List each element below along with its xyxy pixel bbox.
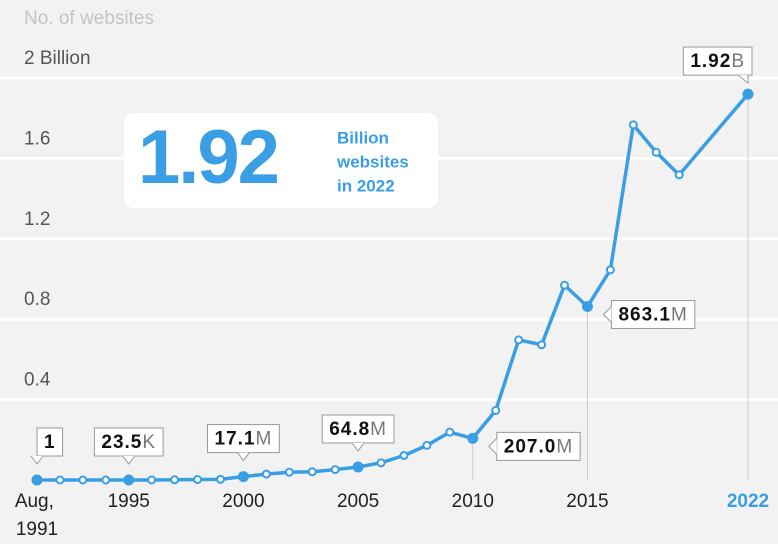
value-label: 17.1M	[207, 424, 280, 462]
point	[330, 465, 340, 475]
point	[537, 340, 547, 350]
point	[193, 475, 203, 485]
point	[215, 474, 225, 484]
x-tick-label: 2000	[222, 491, 264, 512]
value-label: 23.5K	[93, 427, 164, 465]
value-label: 1	[30, 427, 64, 465]
y-tick-label: 1.6	[24, 128, 50, 149]
y-tick-label: 2 Billion	[24, 48, 91, 69]
y-tick-label: 0.4	[24, 370, 51, 391]
callout-text: websites	[336, 152, 409, 171]
callout-value: 1.92	[138, 115, 278, 200]
callout-box	[124, 113, 438, 208]
value-label-text: 64.8M	[329, 419, 387, 440]
point	[352, 461, 364, 473]
point	[445, 427, 455, 437]
x-tick-label: 2010	[452, 491, 494, 512]
point	[123, 474, 135, 486]
value-label-pointer	[237, 452, 250, 462]
value-label-text: 863.1M	[618, 305, 687, 326]
point	[147, 475, 157, 485]
value-label: 207.0M	[488, 431, 581, 461]
pointer-cover	[95, 428, 163, 455]
point	[307, 467, 317, 477]
value-label-pointer	[30, 455, 44, 465]
point	[581, 301, 593, 313]
y-tick-label: 0.8	[24, 289, 50, 310]
value-label-text: 17.1M	[215, 429, 273, 450]
value-label-pointer	[122, 455, 136, 465]
point	[491, 405, 501, 415]
point	[560, 280, 570, 290]
value-label: 64.8M	[321, 414, 395, 452]
callout-text: Billion	[337, 128, 389, 147]
value-label-pointer	[737, 74, 749, 85]
value-label-pointer	[488, 438, 498, 455]
value-label-text: 23.5K	[101, 432, 156, 453]
point	[422, 440, 432, 450]
point	[237, 471, 249, 483]
y-tick-label: 1.2	[24, 209, 50, 230]
point	[78, 475, 88, 485]
pointer-cover	[497, 433, 580, 460]
value-label-pointer	[351, 442, 365, 452]
value-label: 1.92B	[682, 46, 753, 85]
pointer-cover	[323, 415, 394, 442]
x-tick-label: 2022	[727, 491, 769, 512]
y-axis-label: No. of websites	[24, 8, 154, 29]
value-label: 863.1M	[602, 300, 696, 330]
value-label-pointer	[602, 306, 612, 323]
point	[651, 147, 661, 157]
value-label-text: 207.0M	[504, 436, 573, 457]
pointer-cover	[612, 301, 694, 328]
value-label-text: 1.92B	[690, 51, 745, 72]
point	[284, 467, 294, 477]
point	[31, 474, 43, 486]
point	[261, 469, 271, 479]
callout-text: in 2022	[337, 176, 395, 195]
pointer-cover	[684, 48, 751, 75]
point	[101, 475, 111, 485]
point	[674, 170, 684, 180]
point	[742, 88, 754, 100]
x-tick-label: 2015	[566, 491, 608, 512]
point	[376, 458, 386, 468]
point	[467, 432, 479, 444]
pointer-cover	[208, 425, 279, 452]
x-tick-label: Aug, 1991	[15, 491, 59, 540]
x-tick-label: 1995	[108, 491, 150, 512]
point	[605, 265, 615, 275]
pointer-cover	[38, 429, 62, 455]
point	[514, 335, 524, 345]
x-tick-label: 2005	[337, 491, 379, 512]
point	[55, 475, 65, 485]
point	[170, 475, 180, 485]
value-label-text: 1	[44, 432, 56, 453]
point	[399, 450, 409, 460]
point	[628, 120, 638, 130]
